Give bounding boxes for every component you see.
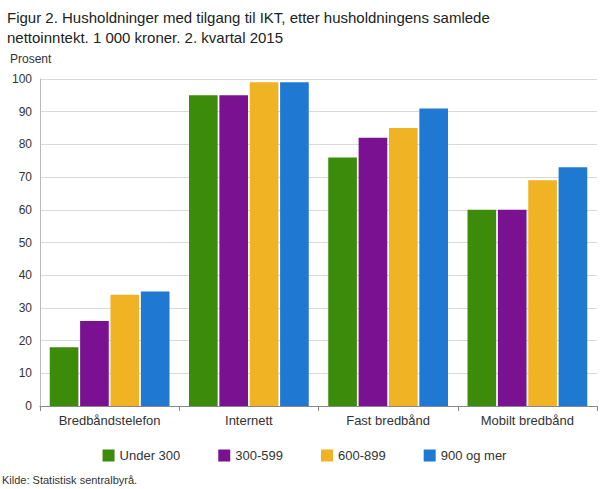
svg-text:Kilde: Statistisk sentralbyrå.: Kilde: Statistisk sentralbyrå. [2, 474, 137, 486]
svg-text:Under 300: Under 300 [120, 448, 181, 463]
svg-text:80: 80 [19, 137, 33, 151]
svg-text:Bredbåndstelefon: Bredbåndstelefon [59, 413, 161, 428]
svg-text:Internett: Internett [225, 413, 273, 428]
svg-text:50: 50 [19, 236, 33, 250]
svg-text:90: 90 [19, 105, 33, 119]
svg-text:nettoinntekt. 1 000 kroner. 2.: nettoinntekt. 1 000 kroner. 2. kvartal 2… [7, 29, 283, 46]
svg-text:300-599: 300-599 [235, 448, 283, 463]
svg-text:Fast bredbånd: Fast bredbånd [346, 413, 430, 428]
svg-text:20: 20 [19, 334, 33, 348]
svg-text:Prosent: Prosent [10, 52, 52, 66]
svg-text:30: 30 [19, 301, 33, 315]
svg-text:70: 70 [19, 170, 33, 184]
svg-text:0: 0 [25, 399, 32, 413]
svg-text:Figur 2. Husholdninger med til: Figur 2. Husholdninger med tilgang til I… [7, 9, 494, 26]
svg-text:600-899: 600-899 [338, 448, 386, 463]
svg-text:60: 60 [19, 203, 33, 217]
svg-text:900 og mer: 900 og mer [441, 448, 507, 463]
svg-text:Mobilt bredbånd: Mobilt bredbånd [481, 413, 574, 428]
svg-text:100: 100 [12, 72, 32, 86]
svg-text:40: 40 [19, 268, 33, 282]
svg-text:10: 10 [19, 366, 33, 380]
